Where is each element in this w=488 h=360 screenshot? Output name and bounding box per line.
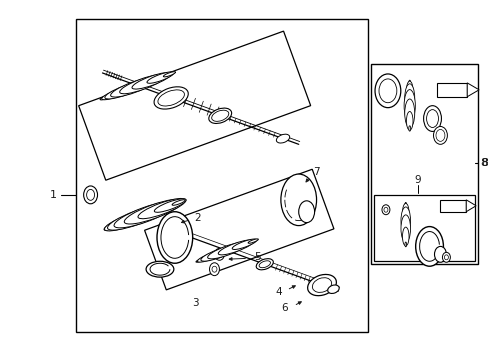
Ellipse shape bbox=[403, 90, 414, 122]
Text: 6: 6 bbox=[281, 303, 287, 313]
Ellipse shape bbox=[402, 227, 408, 246]
Ellipse shape bbox=[433, 126, 447, 144]
Ellipse shape bbox=[163, 72, 175, 77]
Ellipse shape bbox=[86, 189, 94, 200]
Ellipse shape bbox=[207, 242, 246, 259]
Ellipse shape bbox=[408, 80, 410, 86]
Ellipse shape bbox=[400, 207, 410, 234]
Ellipse shape bbox=[147, 72, 174, 83]
Text: 4: 4 bbox=[275, 287, 282, 297]
Ellipse shape bbox=[107, 205, 165, 230]
Ellipse shape bbox=[158, 90, 184, 106]
Ellipse shape bbox=[312, 278, 331, 292]
Ellipse shape bbox=[110, 78, 156, 97]
Ellipse shape bbox=[209, 263, 219, 276]
Ellipse shape bbox=[154, 87, 188, 109]
Ellipse shape bbox=[114, 202, 176, 228]
Ellipse shape bbox=[102, 88, 128, 100]
Ellipse shape bbox=[214, 248, 224, 260]
Ellipse shape bbox=[406, 112, 412, 130]
Ellipse shape bbox=[276, 134, 289, 143]
Ellipse shape bbox=[404, 242, 406, 247]
Ellipse shape bbox=[132, 73, 170, 89]
Ellipse shape bbox=[423, 106, 441, 131]
Ellipse shape bbox=[154, 199, 186, 212]
Ellipse shape bbox=[208, 108, 231, 123]
Text: 8: 8 bbox=[481, 158, 488, 168]
Ellipse shape bbox=[378, 79, 396, 103]
Ellipse shape bbox=[100, 95, 112, 100]
Ellipse shape bbox=[256, 259, 273, 270]
Ellipse shape bbox=[415, 226, 443, 266]
Ellipse shape bbox=[406, 81, 412, 100]
Ellipse shape bbox=[442, 252, 449, 262]
Ellipse shape bbox=[404, 84, 414, 112]
Text: 5: 5 bbox=[253, 252, 260, 262]
Ellipse shape bbox=[404, 99, 414, 127]
Ellipse shape bbox=[172, 200, 185, 205]
Ellipse shape bbox=[426, 110, 438, 127]
Text: 2: 2 bbox=[194, 213, 201, 223]
Ellipse shape bbox=[404, 202, 406, 207]
Text: 8: 8 bbox=[480, 158, 487, 168]
Bar bbox=[440, 200, 465, 212]
Ellipse shape bbox=[212, 266, 217, 272]
Ellipse shape bbox=[232, 239, 256, 249]
Bar bbox=[370, 64, 477, 264]
Ellipse shape bbox=[381, 205, 389, 215]
Ellipse shape bbox=[105, 224, 118, 230]
Text: 3: 3 bbox=[192, 298, 199, 308]
Ellipse shape bbox=[400, 215, 410, 242]
Ellipse shape bbox=[435, 130, 444, 141]
Ellipse shape bbox=[327, 285, 339, 293]
Bar bbox=[373, 195, 474, 261]
Text: 1: 1 bbox=[49, 190, 56, 200]
Polygon shape bbox=[465, 200, 475, 212]
Ellipse shape bbox=[211, 110, 228, 121]
Ellipse shape bbox=[383, 207, 387, 212]
Text: 7: 7 bbox=[313, 167, 319, 177]
Ellipse shape bbox=[259, 261, 270, 268]
Ellipse shape bbox=[146, 261, 174, 277]
Ellipse shape bbox=[104, 82, 143, 99]
Ellipse shape bbox=[104, 211, 152, 231]
Text: 9: 9 bbox=[413, 175, 420, 185]
Ellipse shape bbox=[247, 239, 258, 243]
Bar bbox=[437, 83, 466, 97]
Ellipse shape bbox=[434, 246, 446, 262]
Ellipse shape bbox=[402, 203, 408, 222]
Ellipse shape bbox=[83, 186, 97, 204]
Bar bbox=[76, 19, 367, 332]
Ellipse shape bbox=[307, 274, 336, 296]
Ellipse shape bbox=[280, 174, 316, 226]
Ellipse shape bbox=[124, 199, 183, 224]
Ellipse shape bbox=[218, 240, 253, 255]
Ellipse shape bbox=[196, 258, 206, 262]
Ellipse shape bbox=[197, 252, 222, 262]
Ellipse shape bbox=[157, 212, 192, 263]
Ellipse shape bbox=[444, 255, 447, 260]
Ellipse shape bbox=[104, 217, 136, 231]
Ellipse shape bbox=[298, 201, 314, 222]
Ellipse shape bbox=[374, 74, 400, 108]
Ellipse shape bbox=[408, 126, 410, 131]
Ellipse shape bbox=[120, 75, 164, 94]
Ellipse shape bbox=[201, 246, 236, 261]
Ellipse shape bbox=[216, 251, 222, 258]
Polygon shape bbox=[466, 83, 478, 97]
Ellipse shape bbox=[138, 198, 185, 219]
